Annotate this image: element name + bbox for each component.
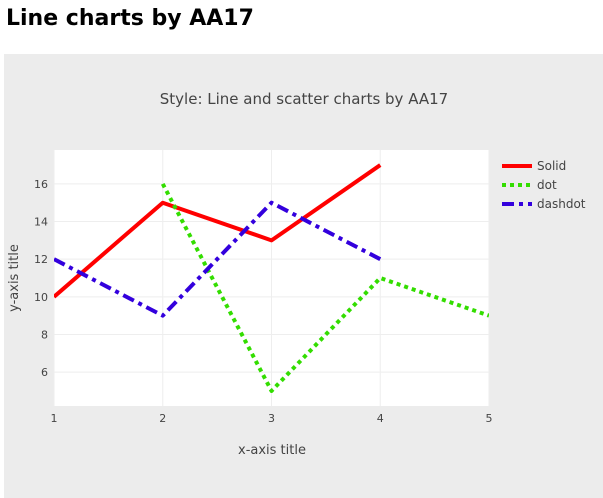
- series-line-dot: [160, 182, 489, 393]
- series-line-solid: [54, 163, 382, 299]
- x-axis-label: x-axis title: [238, 443, 306, 458]
- x-tick-label: 4: [377, 412, 384, 425]
- legend-item-dashdot[interactable]: dashdot: [502, 197, 586, 211]
- y-tick-label: 10: [34, 291, 48, 304]
- x-tick-label: 5: [486, 412, 493, 425]
- legend-item-solid[interactable]: Solid: [502, 159, 566, 173]
- x-tick-label: 2: [159, 412, 166, 425]
- y-tick-label: 16: [34, 178, 48, 191]
- y-axis-label: y-axis title: [7, 244, 22, 312]
- chart-title: Style: Line and scatter charts by AA17: [160, 90, 448, 108]
- y-tick-label: 14: [34, 216, 48, 229]
- page-title: Line charts by AA17: [6, 6, 254, 31]
- series-line-dashdot: [54, 200, 382, 318]
- y-tick-label: 12: [34, 253, 48, 266]
- legend-label: Solid: [537, 159, 566, 173]
- chart-panel: Style: Line and scatter charts by AA17 1…: [4, 54, 603, 498]
- legend-label: dot: [537, 178, 557, 192]
- legend[interactable]: Solid dot dashdot: [502, 159, 586, 211]
- y-tick-label: 6: [41, 366, 48, 379]
- y-tick-label: 8: [41, 328, 48, 341]
- legend-label: dashdot: [537, 197, 586, 211]
- line-chart: Style: Line and scatter charts by AA17 1…: [7, 90, 586, 458]
- x-tick-label: 1: [51, 412, 58, 425]
- legend-item-dot[interactable]: dot: [502, 178, 557, 192]
- series-layer: [54, 163, 489, 393]
- x-tick-label: 3: [268, 412, 275, 425]
